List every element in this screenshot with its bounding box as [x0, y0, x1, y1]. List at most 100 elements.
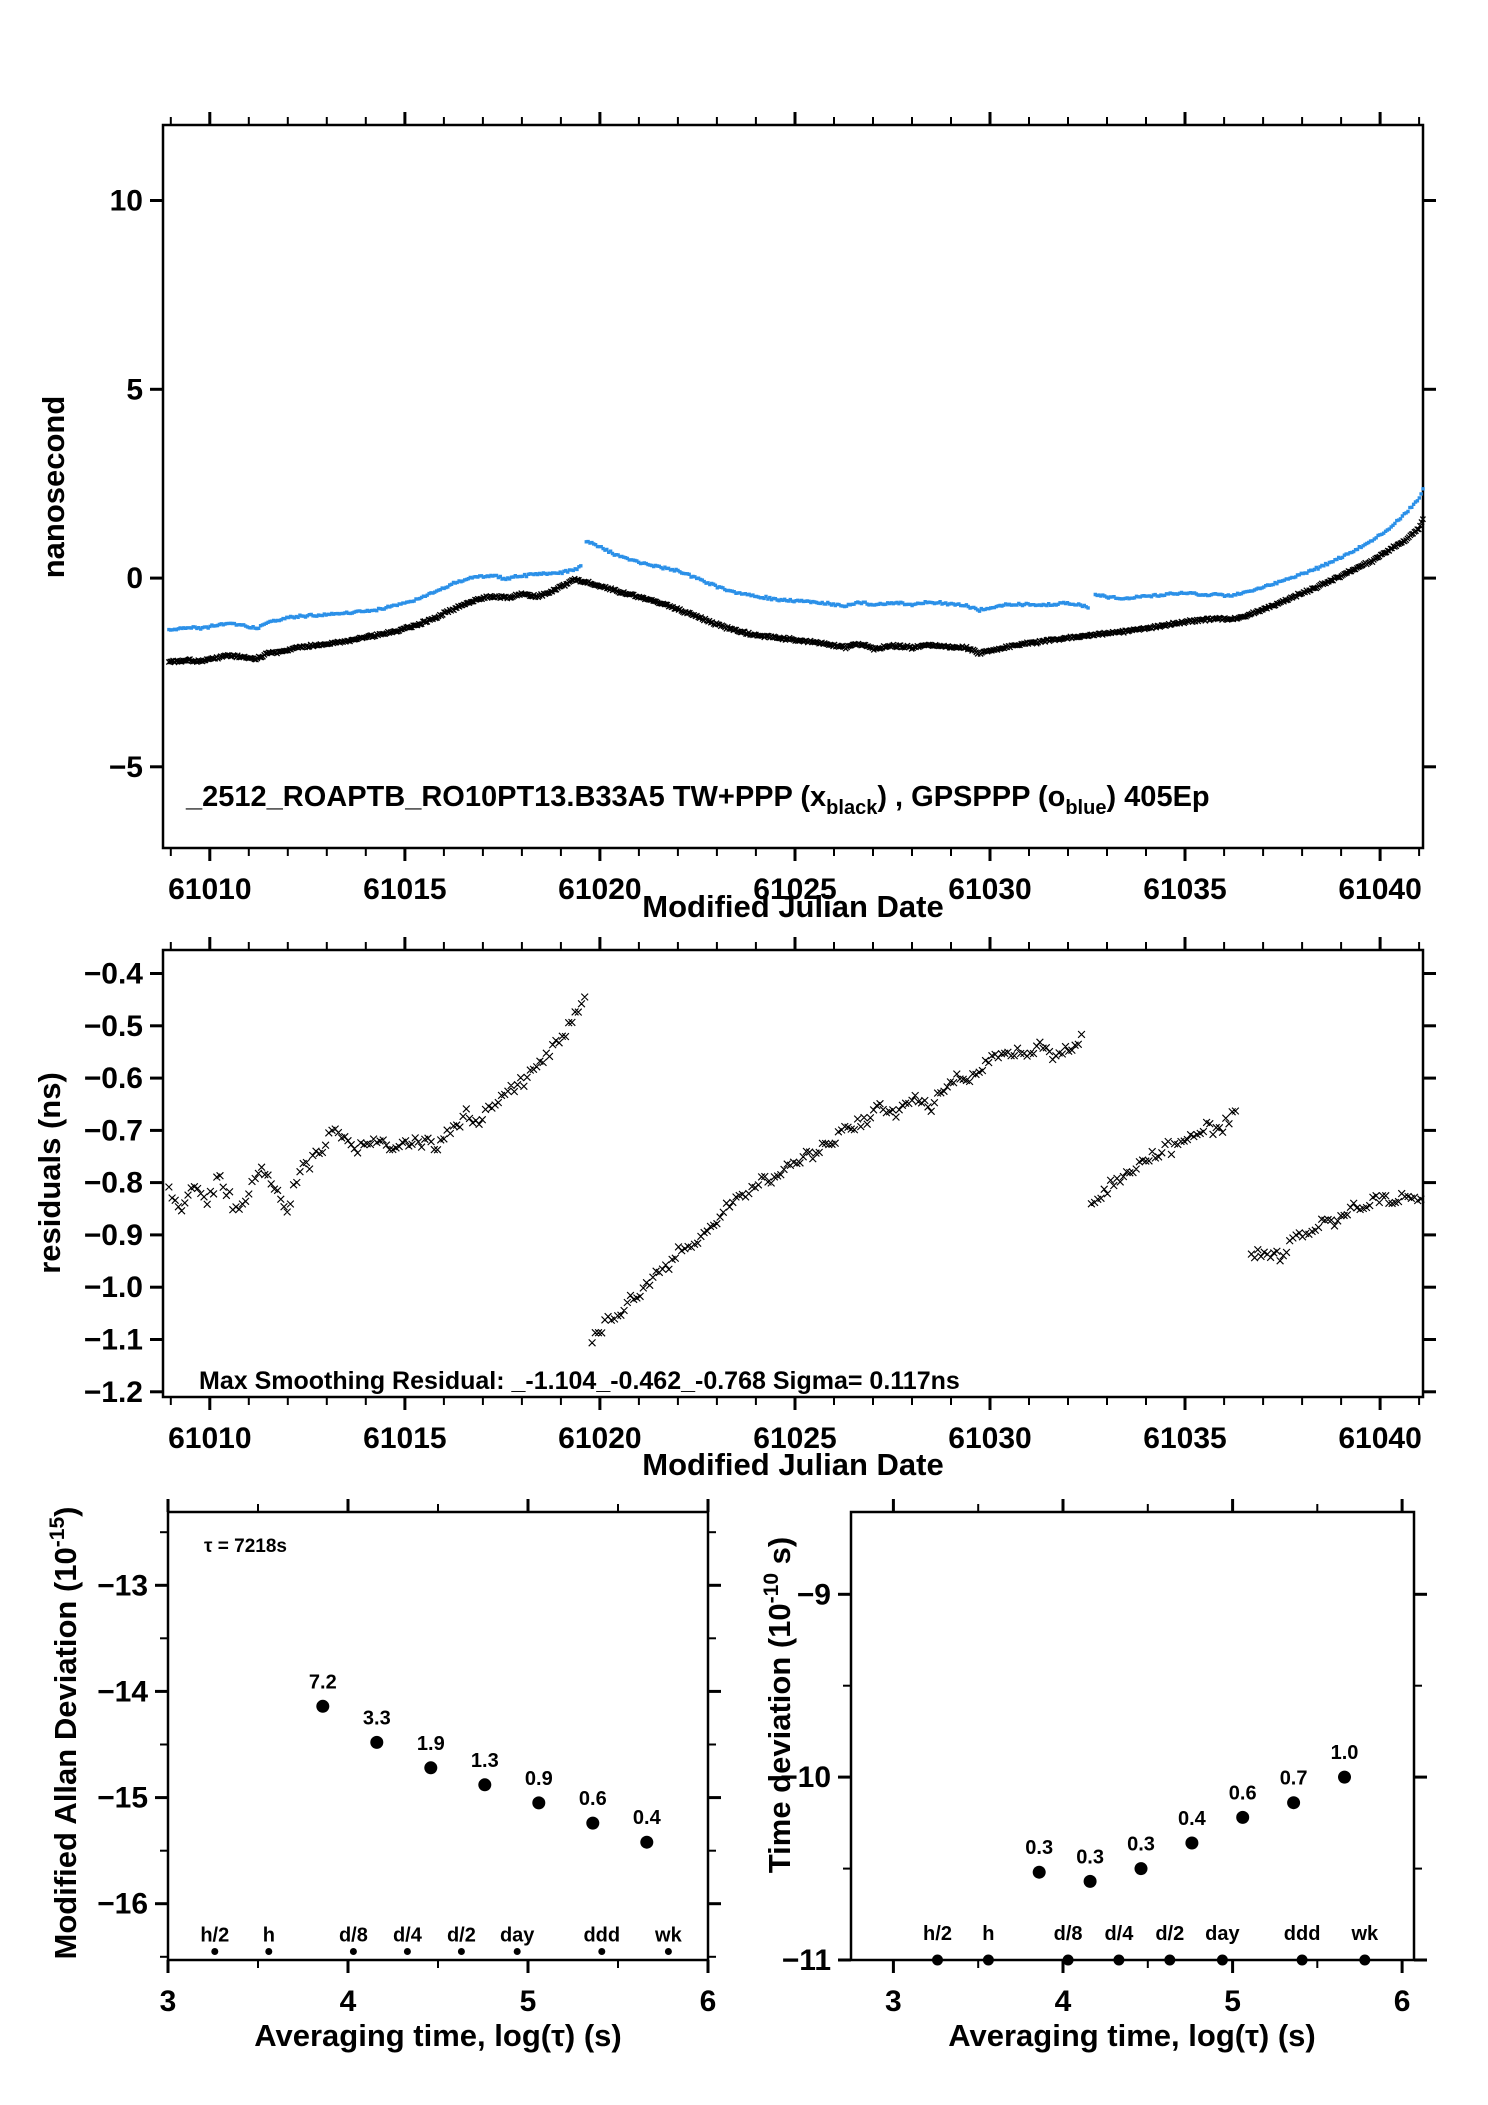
mdev-tau-marker: [598, 1948, 606, 1955]
text-part: ) , GPSPPP (o: [877, 781, 1065, 813]
mdev-tau-marker: [403, 1948, 411, 1955]
mdev-tau-marker: [664, 1948, 672, 1955]
top-y-tick-label: 0: [126, 562, 143, 595]
generated-plot-layer: 61010 61015 61020 61025 61030 61035 61040−5051…: [84, 112, 1436, 2018]
mdev-point-value-label: 3.3: [363, 1707, 391, 1729]
tdev-tau-label: day: [1205, 1923, 1240, 1945]
tdev-y-tick-label: −10: [780, 1761, 831, 1794]
mdev-tau-label: wk: [654, 1925, 683, 1947]
tdev-tau-label: d/4: [1104, 1923, 1134, 1945]
mdev-point-value-label: 0.6: [579, 1788, 607, 1810]
tdev-frame: [849, 1510, 1416, 1962]
text-part: ) 405Ep: [1106, 781, 1209, 813]
mdev-y-tick-label: −14: [97, 1675, 148, 1708]
residuals-note: Max Smoothing Residual: _-1.104_-0.462_-…: [199, 1367, 960, 1395]
top-x-tick-label: 61040: [1338, 873, 1421, 906]
mdev-x-tick-label: 4: [340, 1985, 357, 2018]
mdev-tau-label: day: [500, 1925, 535, 1947]
tdev-tau-label: ddd: [1284, 1923, 1321, 1945]
tdev-y-axis-title: Time deviation (10-10 s): [760, 1537, 797, 1873]
tdev-tau-label: h: [982, 1923, 994, 1945]
mdev-y-tick-label: −15: [97, 1782, 148, 1815]
top-y-tick-label: 10: [110, 185, 143, 218]
top-y-tick-label: −5: [109, 751, 143, 784]
tdev-data-point: [1185, 1836, 1199, 1850]
residuals-x-tick-label: 61010: [168, 1422, 251, 1455]
tdev-point-value-label: 0.7: [1280, 1768, 1308, 1790]
mdev-x-axis-title: Averaging time, log(τ) (s): [254, 2018, 622, 2053]
residuals-x-tick-label: 61015: [363, 1422, 446, 1455]
residuals-y-axis-title: residuals (ns): [32, 1072, 67, 1274]
tdev-y-tick-label: −11: [782, 1944, 831, 1977]
mdev-point-value-label: 0.9: [525, 1768, 553, 1790]
mdev-tau-label: h: [263, 1925, 275, 1947]
tdev-x-tick-label: 4: [1055, 1985, 1072, 2018]
top-x-tick-label: 61020: [558, 873, 641, 906]
mdev-y-tick-label: −16: [97, 1888, 148, 1921]
tdev-point-value-label: 0.3: [1127, 1834, 1155, 1856]
mdev-point-value-label: 1.3: [471, 1750, 499, 1772]
residuals-y-tick-label: −1.2: [84, 1376, 143, 1409]
residuals-x-tick-label: 61025: [753, 1422, 836, 1455]
residuals-x-tick-label: 61040: [1338, 1422, 1421, 1455]
tdev-tau-label: d/8: [1054, 1923, 1083, 1945]
mdev-tau-label: h/2: [200, 1925, 229, 1947]
tdev-tau-marker: [932, 1954, 943, 1966]
tdev-point-value-label: 0.3: [1076, 1846, 1104, 1868]
tdev-tau-marker: [1359, 1954, 1371, 1966]
text-part: ): [48, 1507, 83, 1517]
tdev-x-axis-title: Averaging time, log(τ) (s): [948, 2018, 1316, 2053]
top-y-tick-label: 5: [126, 373, 143, 406]
mdev-x-tick-label: 5: [520, 1985, 537, 2018]
residuals-x-axis-title: Modified Julian Date: [642, 1447, 943, 1482]
tdev-point-value-label: 0.4: [1178, 1808, 1207, 1830]
residuals-y-tick-label: −1.1: [84, 1324, 143, 1357]
text-part: -10: [760, 1573, 783, 1603]
residuals-y-tick-label: −0.8: [84, 1167, 143, 1200]
tau-note: τ = 7218s: [204, 1536, 287, 1557]
mdev-point-value-label: 0.4: [633, 1807, 662, 1829]
mdev-data-point: [586, 1816, 600, 1830]
tdev-tau-marker: [1062, 1954, 1074, 1966]
residuals-y-tick-label: −0.9: [84, 1219, 143, 1252]
top-x-tick-label: 61025: [753, 873, 836, 906]
residuals-x-tick-label: 61020: [558, 1422, 641, 1455]
mdev-x-tick-label: 3: [160, 1985, 177, 2018]
tdev-tau-marker: [1216, 1954, 1228, 1966]
top-plot: 61010 61015 61020 61025 61030 61035 61040 −5 0 5 1…: [109, 112, 1436, 906]
mdev-data-point: [424, 1761, 438, 1775]
residuals-y-tick-label: −0.5: [84, 1010, 143, 1043]
tdev-point-value-label: 0.3: [1025, 1837, 1053, 1859]
mdev-y-tick-label: −13: [97, 1569, 148, 1602]
tdev-data-point: [1287, 1796, 1301, 1810]
top-x-tick-label: 61035: [1143, 873, 1226, 906]
tdev-tau-marker: [982, 1954, 994, 1966]
tdev-data-point: [1083, 1874, 1097, 1888]
mdev-point-value-label: 7.2: [309, 1671, 337, 1693]
tdev-y-tick-label: −9: [797, 1578, 831, 1611]
top-x-tick-label: 61010: [168, 873, 251, 906]
mdev-data-point: [640, 1835, 654, 1849]
mdev-tau-label: d/8: [339, 1925, 368, 1947]
tdev-tau-label: wk: [1350, 1923, 1379, 1945]
residuals-y-tick-label: −0.7: [84, 1114, 143, 1147]
tdev-tau-label: d/2: [1155, 1923, 1184, 1945]
mdev-plot: 3 4 5 6 −13 −14 −15 −16 7.2 3.3 1.9 1.3 0.9 0.6 0.4 h/2…: [97, 1499, 721, 2018]
mdev-tau-marker: [513, 1948, 521, 1955]
top-x-tick-label: 61015: [363, 873, 446, 906]
tdev-tau-marker: [1113, 1954, 1125, 1966]
mdev-tau-marker: [349, 1948, 357, 1955]
mdev-data-point: [370, 1735, 384, 1749]
mdev-point-value-label: 1.9: [417, 1733, 445, 1755]
tdev-point-value-label: 1.0: [1331, 1742, 1359, 1764]
residuals-y-tick-label: −0.4: [84, 958, 144, 991]
tdev-data-point: [1338, 1770, 1351, 1784]
residuals-y-tick-label: −0.6: [84, 1062, 143, 1095]
mdev-data-point: [532, 1796, 546, 1810]
text-part: black: [826, 797, 878, 819]
residuals-plot: 61010 61015 61020 61025 61030 61035 61040 −0.4 −…: [84, 937, 1436, 1455]
mdev-x-tick-label: 6: [700, 1985, 717, 2018]
residuals-y-tick-label: −1.0: [84, 1271, 143, 1304]
text-part: -15: [46, 1517, 69, 1548]
